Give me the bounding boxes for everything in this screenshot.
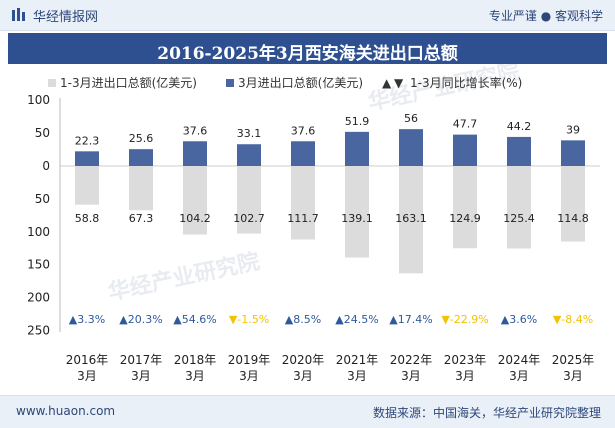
data-label-cumulative: 114.8: [557, 212, 589, 225]
legend-swatch-cumulative: [48, 79, 56, 87]
data-label-cumulative: 163.1: [395, 212, 427, 225]
bar-march: [183, 141, 207, 166]
bar-cumulative: [129, 166, 153, 211]
data-label-cumulative: 124.9: [449, 212, 481, 225]
bar-cumulative: [291, 166, 315, 240]
chart-title: 2016-2025年3月西安海关进出口总额: [157, 44, 458, 64]
data-label-cumulative: 104.2: [179, 212, 211, 225]
footer-bar: www.huaon.com 数据来源：中国海关，华经产业研究院整理: [0, 395, 615, 428]
growth-rate-label: ▲3.3%: [69, 313, 105, 326]
data-label-march: 56: [404, 112, 418, 125]
bar-march: [507, 136, 531, 166]
data-label-cumulative: 102.7: [233, 212, 265, 225]
legend-up-triangle-icon: ▲: [382, 76, 392, 90]
x-tick-label: 2019年 3月: [228, 353, 271, 383]
growth-rate-label: ▲24.5%: [335, 313, 378, 326]
data-label-march: 47.7: [453, 118, 478, 131]
bar-march: [237, 144, 261, 166]
bar-cumulative: [561, 166, 585, 242]
bar-cumulative: [453, 166, 477, 249]
y-tick-label: 100: [27, 225, 50, 239]
growth-rate-label: ▲20.3%: [119, 313, 162, 326]
bar-cumulative: [507, 166, 531, 249]
data-label-march: 44.2: [507, 120, 532, 133]
data-label-march: 37.6: [291, 124, 316, 137]
x-tick-label: 2023年 3月: [444, 353, 487, 383]
data-label-march: 39: [566, 123, 580, 136]
bar-march: [399, 129, 423, 166]
data-label-cumulative: 58.8: [75, 212, 100, 225]
bar-march: [561, 140, 585, 166]
legend-label-march: 3月进出口总额(亿美元): [238, 75, 363, 90]
y-tick-label: 200: [27, 291, 50, 305]
growth-rate-label: ▲54.6%: [173, 313, 216, 326]
data-label-march: 37.6: [183, 124, 208, 137]
growth-rate-label: ▲17.4%: [389, 313, 432, 326]
legend-label-cumulative: 1-3月进出口总额(亿美元): [60, 75, 197, 90]
x-tick-label: 2016年 3月: [66, 353, 109, 383]
bar-march: [75, 151, 99, 166]
growth-rate-label: ▲3.6%: [501, 313, 537, 326]
data-label-march: 25.6: [129, 132, 154, 145]
x-tick-label: 2024年 3月: [498, 353, 541, 383]
data-label-march: 22.3: [75, 134, 100, 147]
growth-rate-label: ▼-8.4%: [553, 313, 593, 326]
bar-march: [453, 134, 477, 166]
bar-cumulative: [345, 166, 369, 258]
y-tick-label: 50: [35, 192, 50, 206]
data-label-march: 51.9: [345, 115, 370, 128]
title-bar: 2016-2025年3月西安海关进出口总额: [8, 33, 607, 64]
growth-rate-label: ▲8.5%: [285, 313, 321, 326]
header-bar: 华经情报网 专业严谨 ● 客观科学: [0, 0, 615, 31]
bar-march: [345, 131, 369, 166]
bar-cumulative: [75, 166, 99, 205]
legend-swatch-march: [226, 79, 234, 87]
data-label-cumulative: 125.4: [503, 212, 535, 225]
legend-label-growth: 1-3月同比增长率(%): [410, 75, 522, 90]
x-tick-label: 2022年 3月: [390, 353, 433, 383]
watermark-text: 华经产业研究院: [106, 248, 262, 305]
y-tick-label: 50: [35, 126, 50, 140]
bar-march: [129, 149, 153, 166]
growth-rate-label: ▼-22.9%: [441, 313, 488, 326]
y-tick-label: 150: [27, 258, 50, 272]
data-label-cumulative: 139.1: [341, 212, 373, 225]
data-source: 数据来源：中国海关，华经产业研究院整理: [372, 406, 601, 420]
legend-down-triangle-icon: ▼: [394, 76, 404, 90]
data-label-cumulative: 111.7: [287, 212, 319, 225]
x-tick-label: 2018年 3月: [174, 353, 217, 383]
y-tick-label: 0: [42, 159, 50, 173]
bar-cumulative: [399, 166, 423, 274]
huajing-logo-icon: [12, 8, 25, 21]
x-tick-label: 2020年 3月: [282, 353, 325, 383]
bar-cumulative: [237, 166, 261, 234]
y-tick-label: 100: [27, 93, 50, 107]
growth-rate-label: ▼-1.5%: [229, 313, 269, 326]
y-tick-label: 250: [27, 324, 50, 338]
data-label-cumulative: 67.3: [129, 212, 154, 225]
bar-march: [291, 141, 315, 166]
site-url: www.huaon.com: [16, 404, 116, 418]
x-tick-label: 2017年 3月: [120, 353, 163, 383]
data-label-march: 33.1: [237, 127, 262, 140]
bar-cumulative: [183, 166, 207, 235]
x-tick-label: 2021年 3月: [336, 353, 379, 383]
x-tick-label: 2025年 3月: [552, 353, 595, 383]
brand-name: 华经情报网: [33, 10, 99, 25]
slogan: 专业严谨 ● 客观科学: [488, 9, 603, 23]
